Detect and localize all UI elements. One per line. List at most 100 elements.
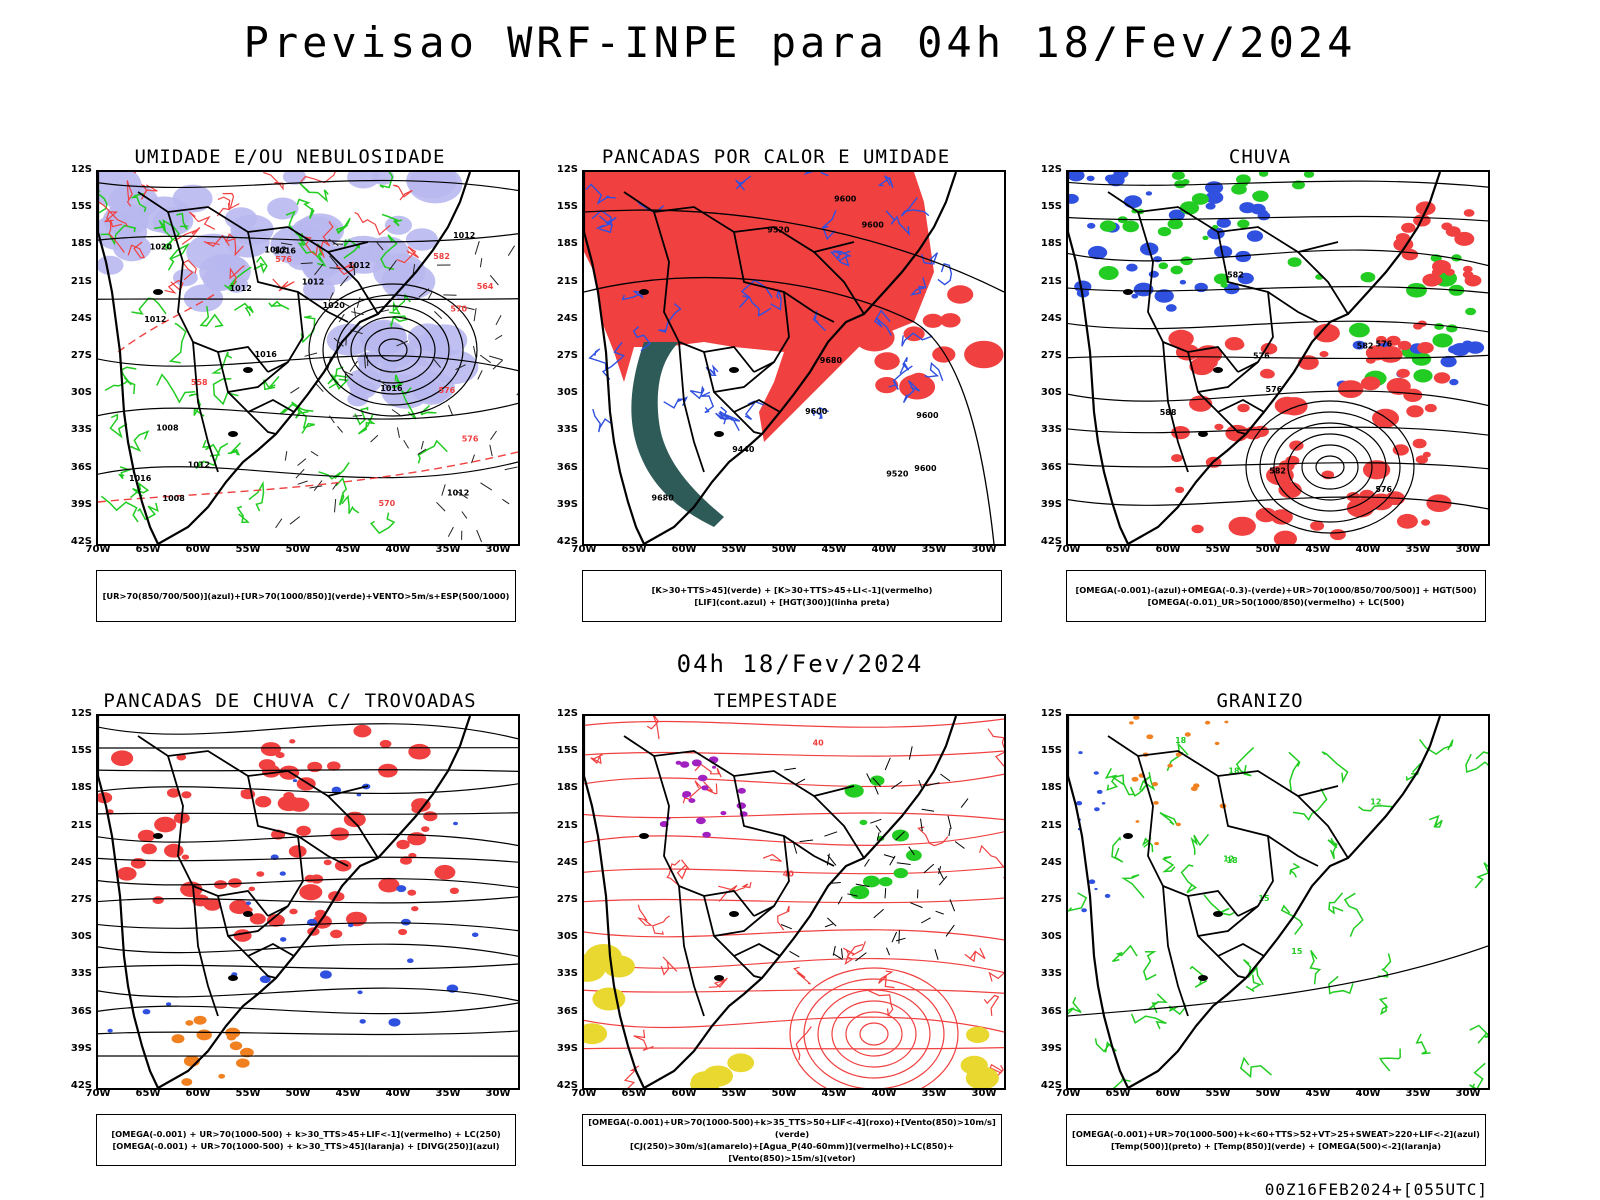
contour-line [715, 412, 740, 432]
field-blob [378, 763, 398, 778]
wind-vector [417, 448, 427, 455]
field-blob [1375, 335, 1387, 344]
field-blob [675, 760, 682, 765]
streamline [98, 783, 518, 795]
contour-line [666, 859, 681, 886]
field-blob [258, 759, 276, 771]
contour-line [227, 442, 242, 456]
longitude-tick-label: 30W [971, 1088, 997, 1099]
field-blob [1129, 721, 1134, 725]
wind-vector [920, 818, 923, 832]
field-blob [165, 1002, 172, 1007]
longitude-axis: 70W 65W 60W 55W 50W 45W 40W 35W 30W [572, 544, 1012, 558]
contour-line [1280, 904, 1304, 935]
field-blob [171, 1034, 185, 1044]
field-blob [1236, 174, 1251, 185]
contour-line [156, 373, 196, 404]
field-blob [1214, 741, 1220, 746]
streamline [1068, 426, 1488, 436]
latitude-tick-label: 42S [556, 536, 578, 547]
contour-label: 576 [1266, 385, 1283, 394]
longitude-tick-label: 70W [85, 544, 111, 555]
field-blob [698, 774, 708, 782]
latitude-tick-label: 36S [70, 461, 92, 473]
cyclone-contour [378, 338, 408, 362]
field-blob [1175, 486, 1185, 493]
longitude-tick-label: 65W [1105, 1088, 1131, 1099]
longitude-tick-label: 55W [1205, 544, 1231, 555]
contour-line [1147, 993, 1168, 1014]
contour-line [396, 246, 420, 264]
legend-line: [UR>70(850/700/500)](azul)+[UR>70(1000/8… [102, 591, 510, 601]
field-blob [248, 886, 256, 892]
contour-line [236, 505, 250, 523]
latitude-tick-label: 24S [556, 312, 578, 324]
field-blob [947, 285, 974, 304]
field-blob [1104, 174, 1116, 183]
longitude-tick-label: 70W [571, 1088, 597, 1099]
field-blob [117, 867, 137, 881]
wind-vector [328, 415, 335, 424]
wind-vector [329, 255, 339, 267]
longitude-axis: 70W 65W 60W 55W 50W 45W 40W 35W 30W [572, 1088, 1012, 1102]
contour-line [381, 213, 403, 227]
latitude-tick-label: 30S [70, 387, 92, 399]
field-blob [330, 929, 343, 939]
contour-line [1168, 1003, 1186, 1016]
field-blob [356, 793, 362, 797]
field-blob [343, 811, 366, 828]
contour-line [211, 351, 233, 374]
field-blob [1313, 323, 1340, 343]
lake [1198, 975, 1208, 981]
contour-line [623, 1065, 640, 1088]
field-blob [359, 1019, 366, 1024]
longitude-tick-label: 45W [335, 544, 361, 555]
wind-vector [947, 815, 952, 829]
streamline [584, 1046, 1004, 1050]
field-blob [1260, 368, 1274, 379]
country-border [733, 398, 781, 413]
contour-label: 1012 [230, 284, 252, 293]
contour-line [173, 227, 201, 245]
field-blob [965, 1066, 999, 1088]
cyclone-contour [817, 989, 931, 1079]
latitude-tick-label: 42S [70, 1080, 92, 1091]
latitude-axis: 12S 15S 18S 21S 24S 27S 30S 33S 36S 39S 42S [1030, 708, 1066, 1091]
longitude-tick-label: 40W [871, 544, 897, 555]
field-blob [296, 777, 316, 791]
field-blob [346, 368, 383, 394]
field-blob [1395, 233, 1410, 243]
contour-line [1111, 944, 1138, 963]
longitude-tick-label: 60W [671, 1088, 697, 1099]
field-blob [1152, 782, 1158, 787]
longitude-tick-label: 50W [771, 1088, 797, 1099]
contour-line [701, 781, 718, 795]
contour-label: 1012 [264, 245, 286, 254]
latitude-tick-label: 30S [70, 931, 92, 943]
streamline [1068, 390, 1488, 407]
contour-line [1139, 771, 1156, 791]
field-blob [292, 779, 298, 783]
latitude-tick-label: 42S [1040, 1080, 1062, 1091]
latitude-tick-label: 18S [1040, 782, 1062, 794]
streamline [98, 1002, 518, 1015]
panel-tempestade: TEMPESTADE 12S 15S 18S 21S 24S 27S 30S 33S 36S 39S… [546, 690, 1006, 1170]
contour-line [1289, 862, 1301, 878]
contour-label: 1020 [150, 242, 173, 251]
field-blob [1231, 183, 1247, 195]
latitude-tick-label: 27S [556, 894, 578, 905]
streamline [584, 750, 1004, 757]
field-blob [592, 987, 626, 1011]
wind-vector [375, 241, 384, 251]
latitude-tick-label: 39S [1040, 1042, 1062, 1054]
lake [228, 975, 238, 981]
panel-title: GRANIZO [1216, 690, 1304, 712]
contour-line [632, 326, 651, 352]
contour-line [1327, 837, 1338, 860]
lake [714, 975, 724, 981]
country-border [1217, 775, 1319, 867]
longitude-tick-label: 55W [235, 544, 261, 555]
field-blob [196, 1029, 212, 1041]
contour-label: 18 [1175, 736, 1187, 745]
field-blob [236, 1058, 250, 1068]
